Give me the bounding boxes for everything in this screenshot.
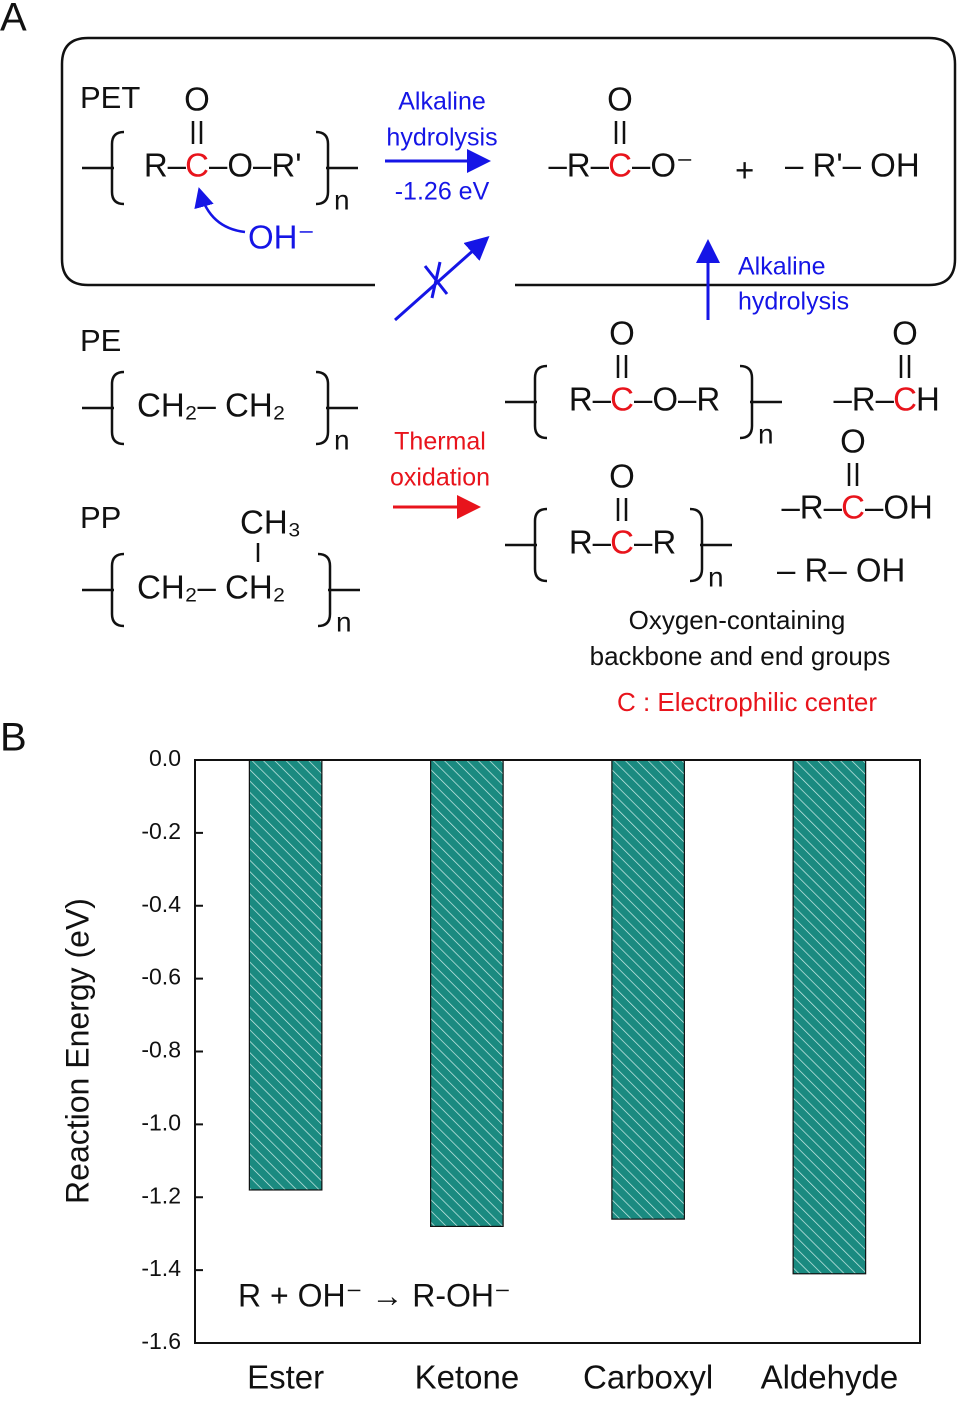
bar bbox=[792, 759, 867, 1275]
bracket bbox=[739, 364, 782, 440]
hydrolysis-line: hydrolysis bbox=[386, 124, 497, 152]
double-bond bbox=[191, 121, 203, 144]
plus: + bbox=[735, 152, 754, 189]
chain-left: –R– bbox=[548, 147, 609, 184]
oxygen: O bbox=[840, 423, 866, 460]
repeat-unit: n bbox=[334, 184, 350, 215]
y-tick-label: -1.0 bbox=[141, 1109, 181, 1135]
double-bond bbox=[616, 355, 628, 378]
panel-a: A PET PE PP OH⁻ Alkaline hydrolysis -1.2… bbox=[0, 0, 957, 717]
panel-label: A bbox=[0, 0, 27, 40]
energy: -1.26 eV bbox=[395, 178, 490, 206]
bracket bbox=[315, 370, 358, 446]
annotation: R + OH⁻ → R-OH⁻ bbox=[238, 1277, 511, 1313]
bracket bbox=[315, 130, 358, 206]
y-axis-label: Reaction Energy (eV) bbox=[59, 898, 95, 1204]
repeat-unit: n bbox=[334, 424, 350, 455]
x-tick-label: Carboxyl bbox=[583, 1359, 713, 1396]
oxygen: O bbox=[609, 458, 635, 495]
y-tick-label: -1.4 bbox=[141, 1255, 181, 1281]
cross bbox=[423, 261, 449, 299]
hydrolysis-line: hydrolysis bbox=[738, 288, 849, 316]
bracket bbox=[689, 507, 732, 583]
electrophilic-carbon: C bbox=[610, 524, 634, 561]
hydroxide: OH⁻ bbox=[248, 219, 315, 256]
chain-right: –OH bbox=[865, 489, 933, 526]
electrophilic-carbon: C bbox=[893, 381, 917, 418]
oxygen: O bbox=[892, 315, 918, 352]
chain-left: R– bbox=[569, 524, 612, 561]
pp-chain: CH₂– CH₂ bbox=[137, 569, 285, 606]
bracket bbox=[505, 507, 548, 583]
pe-chain: CH₂– CH₂ bbox=[137, 387, 285, 424]
double-bond bbox=[847, 463, 859, 486]
alcohol: – R– OH bbox=[777, 552, 905, 589]
chain-right: –O–R bbox=[634, 381, 720, 418]
electrophilic-carbon: C bbox=[185, 147, 209, 184]
oxidation-line: Thermal bbox=[394, 428, 486, 456]
electrophilic-carbon: C bbox=[610, 381, 634, 418]
pe-label: PE bbox=[80, 323, 121, 358]
electrophilic-carbon: C bbox=[841, 489, 865, 526]
legend: C : Electrophilic center bbox=[617, 687, 877, 717]
bracket bbox=[82, 130, 125, 206]
electrophilic-carbon: C bbox=[608, 147, 632, 184]
double-bond bbox=[616, 498, 628, 521]
y-tick-label: -1.2 bbox=[141, 1182, 181, 1208]
chain-right: –R bbox=[634, 524, 676, 561]
chain-right: H bbox=[916, 381, 940, 418]
repeat-unit: n bbox=[336, 606, 352, 637]
y-tick-label: -0.2 bbox=[141, 818, 181, 844]
x-tick-label: Ketone bbox=[415, 1359, 520, 1396]
oxygen: O bbox=[609, 315, 635, 352]
caption: Oxygen-containing bbox=[629, 605, 846, 635]
bracket bbox=[505, 364, 548, 440]
double-bond bbox=[614, 121, 626, 144]
chain-right: –O⁻ bbox=[632, 147, 693, 184]
pet-label: PET bbox=[80, 80, 140, 115]
y-tick-label: -0.8 bbox=[141, 1037, 181, 1063]
oxygen: O bbox=[607, 81, 633, 118]
chain-left: R– bbox=[569, 381, 612, 418]
hydrolysis-line: Alkaline bbox=[738, 253, 826, 281]
repeat-unit: n bbox=[758, 418, 774, 449]
y-tick-label: -1.6 bbox=[141, 1328, 181, 1354]
x-tick-label: Ester bbox=[247, 1359, 324, 1396]
bracket bbox=[82, 370, 125, 446]
bar bbox=[611, 759, 685, 1220]
bar bbox=[430, 759, 504, 1227]
panel-label: B bbox=[0, 716, 27, 760]
attack-arrow bbox=[194, 187, 246, 234]
chain-right: –O–R' bbox=[209, 147, 302, 184]
chain-left: R– bbox=[144, 147, 187, 184]
y-tick-label: -0.6 bbox=[141, 964, 181, 990]
y-tick-label: 0.0 bbox=[149, 745, 181, 771]
double-bond bbox=[899, 355, 911, 378]
pet-box bbox=[60, 36, 957, 287]
caption: backbone and end groups bbox=[590, 641, 891, 671]
hydrolysis-line: Alkaline bbox=[398, 88, 486, 116]
chain-left: –R– bbox=[833, 381, 894, 418]
bracket bbox=[82, 552, 125, 628]
x-tick-label: Aldehyde bbox=[761, 1359, 899, 1396]
blocked-arrow bbox=[394, 236, 490, 322]
methyl: CH₃ bbox=[240, 504, 301, 541]
bar bbox=[248, 759, 323, 1191]
pp-label: PP bbox=[80, 500, 121, 535]
y-tick-label: -0.4 bbox=[141, 891, 181, 917]
plot-frame bbox=[194, 759, 921, 1344]
alcohol: – R'– OH bbox=[785, 147, 920, 184]
chain-left: –R– bbox=[781, 489, 842, 526]
repeat-unit: n bbox=[708, 561, 724, 592]
bracket bbox=[317, 552, 360, 628]
oxidation-line: oxidation bbox=[390, 464, 490, 492]
oxygen: O bbox=[184, 81, 210, 118]
